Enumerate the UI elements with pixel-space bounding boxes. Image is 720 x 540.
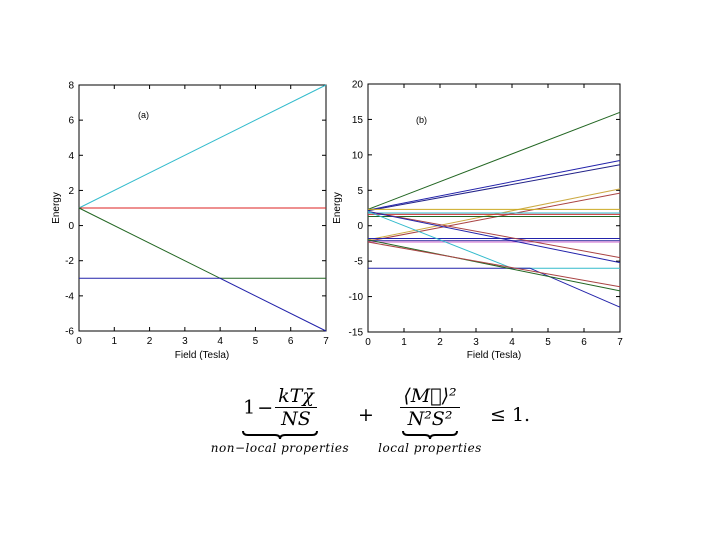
chart-a-ytick-label: -2 [65,256,74,267]
chart-b-ytick-label: 5 [357,186,363,197]
chart-b-ytick-label: 20 [352,80,364,91]
underbrace-1-icon [242,430,318,440]
chart-a-series-line-1 [78,84,327,209]
chart-a-series-line-4 [79,277,327,332]
chart-a-ytick-label: 2 [68,186,74,197]
chart-b-ytick-label: 10 [352,150,364,161]
chart-a-ylabel: Energy [51,192,62,224]
chart-b-series-line-5 [367,192,621,242]
chart-b-ticks: 0 1 2 3 4 5 6 7 -15 -10 -5 0 5 10 15 20 [349,80,624,349]
chart-b-series-line-17 [367,239,621,292]
formula-label-local: local properties [378,441,482,455]
chart-a-xtick-label: 7 [323,336,329,347]
chart-a-ticks: 0 1 2 3 4 5 6 7 -6 -4 -2 0 2 4 6 8 [65,81,329,348]
chart-b-xtick-label: 4 [509,337,515,348]
formula-fraction-1: kTχ̄ NS [275,385,317,430]
chart-a-ytick-label: 6 [68,116,74,127]
chart-a-ytick-label: 0 [68,221,74,232]
chart-a-xtick-label: 2 [147,336,153,347]
chart-b-xtick-label: 0 [365,337,371,348]
chart-b-lines [367,111,621,308]
chart-b-series-line-2 [367,160,621,211]
formula-term-local: ⟨M⃗⟩² N²S² local properties [370,385,490,455]
chart-b: 0 1 2 3 4 5 6 7 -15 -10 -5 0 5 10 15 20 (b) Field (Tesl… [332,80,623,362]
formula-one: 1 [243,396,256,419]
charts-figure: 0 1 2 3 4 5 6 7 -6 -4 -2 0 2 4 6 8 (a) Field (Tesla) En… [51,80,623,362]
chart-b-ytick-label: -10 [349,292,364,303]
formula-denominator-1: NS [281,408,311,430]
chart-a-xtick-label: 6 [288,336,294,347]
formula-fraction-2: ⟨M⃗⟩² N²S² [400,385,460,430]
underbrace-2-icon [402,430,458,440]
chart-b-series-line-13 [367,211,621,259]
chart-b-series-line-1 [367,111,621,210]
chart-b-panel-label: (b) [416,115,427,125]
chart-b-ytick-label: 15 [352,115,364,126]
formula-numerator-1: kTχ̄ [275,385,317,408]
chart-b-ytick-label: -15 [349,328,364,339]
formula: 1− kTχ̄ NS non−local properties + ⟨M⃗⟩² N²S… [0,385,720,475]
chart-b-series-line-14 [367,211,621,264]
chart-b-xtick-label: 7 [617,337,623,348]
formula-numerator-2: ⟨M⃗⟩² [400,385,460,408]
chart-a-panel-label: (a) [138,110,149,120]
chart-b-axes-box [367,83,621,333]
chart-b-series-line-18 [367,241,621,288]
formula-term-nonlocal: 1− kTχ̄ NS non−local properties [200,385,360,455]
chart-a-xtick-label: 3 [182,336,188,347]
chart-b-xtick-label: 6 [581,337,587,348]
chart-a-xtick-label: 1 [112,336,118,347]
chart-a-xtick-label: 4 [217,336,223,347]
chart-a-ytick-label: 4 [68,151,74,162]
formula-inequality: ≤ 1. [490,404,531,426]
formula-minus: − [257,396,274,419]
chart-b-xtick-label: 2 [437,337,443,348]
chart-a-ytick-label: 8 [68,81,74,92]
chart-a-lines [78,84,327,332]
chart-b-series-line-3 [367,164,621,212]
formula-label-nonlocal: non−local properties [210,441,350,455]
chart-b-ytick-label: -5 [354,257,363,268]
chart-a-ytick-label: -6 [65,327,74,338]
chart-a-xtick-label: 5 [253,336,259,347]
chart-b-xtick-label: 5 [545,337,551,348]
chart-b-series-line-16 [368,267,621,308]
chart-a-xtick-label: 0 [76,336,82,347]
formula-denominator-2: N²S² [407,408,453,430]
chart-a: 0 1 2 3 4 5 6 7 -6 -4 -2 0 2 4 6 8 (a) Field (Tesla) En… [51,81,329,362]
chart-b-xtick-label: 3 [473,337,479,348]
chart-a-xlabel: Field (Tesla) [175,350,229,361]
chart-b-xtick-label: 1 [401,337,407,348]
chart-b-ytick-label: 0 [357,221,363,232]
formula-plus: + [358,404,374,426]
chart-b-ylabel: Energy [332,192,343,224]
chart-a-ytick-label: -4 [65,291,74,302]
chart-b-xlabel: Field (Tesla) [467,350,521,361]
